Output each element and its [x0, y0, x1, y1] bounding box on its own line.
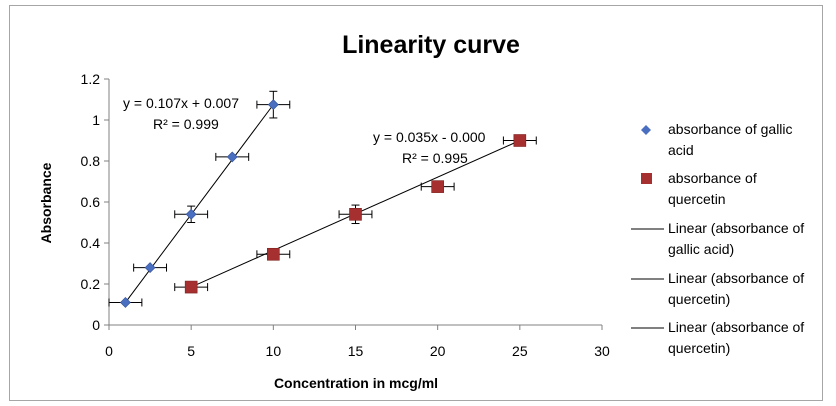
chart-title: Linearity curve: [342, 31, 520, 59]
legend-entry-text: Linear (absorbance of: [668, 220, 804, 236]
tick-labels: 0 0.2 0.4 0.6 0.8 1 1.2 0 5 10 15 20 25 30: [81, 71, 610, 359]
trendline-r2-1: R² = 0.995: [402, 150, 468, 166]
legend-diamond-marker: [641, 125, 651, 135]
gallic-acid-point-2: [185, 208, 197, 220]
trendline-annotations: y = 0.107x + 0.007 R² = 0.999 y = 0.035x -…: [123, 95, 486, 166]
y-axis-label: Absorbance: [38, 162, 54, 243]
legend-entry-text: gallic acid): [668, 241, 734, 257]
chart-frame: [9, 5, 823, 401]
gallic-acid-point-1: [144, 262, 156, 274]
y-tick-label: 0.6: [81, 194, 101, 210]
legend-entry-text: quercetin: [668, 191, 726, 207]
legend-entry-text: Linear (absorbance of: [668, 319, 804, 335]
x-tick-label: 30: [594, 343, 610, 359]
trendline-equation-0: y = 0.107x + 0.007: [123, 95, 239, 111]
y-tick-label: 1: [92, 112, 100, 128]
trendline-r2-0: R² = 0.999: [153, 116, 219, 132]
x-tick-label: 15: [348, 343, 364, 359]
quercetin-point-1: [267, 247, 280, 261]
x-axis-label: Concentration in mcg/ml: [274, 375, 438, 391]
y-tick-label: 0.2: [81, 276, 101, 292]
data-points: [120, 99, 527, 308]
y-tick-label: 0: [92, 317, 100, 333]
legend-entry-text: Linear (absorbance of: [668, 270, 804, 286]
gallic-acid-point-3: [226, 151, 238, 163]
trendline-0: [125, 104, 274, 303]
x-tick-label: 20: [430, 343, 446, 359]
legend-square-marker: [641, 173, 652, 184]
quercetin-point-3: [431, 180, 444, 193]
quercetin-point-0: [184, 280, 198, 294]
quercetin-point-2: [349, 208, 362, 221]
y-tick-label: 1.2: [81, 71, 101, 87]
gallic-acid-point-4: [267, 99, 279, 111]
plot-axes: [104, 78, 603, 330]
trendline-equation-1: y = 0.035x - 0.000: [373, 129, 486, 145]
quercetin-point-4: [513, 134, 527, 147]
x-tick-label: 10: [266, 343, 282, 359]
legend-entry-text: absorbance of: [668, 170, 757, 186]
x-tick-label: 0: [105, 343, 113, 359]
x-tick-label: 5: [187, 343, 195, 359]
y-tick-label: 0.4: [81, 235, 101, 251]
legend-entry-text: absorbance of gallic: [668, 121, 793, 137]
legend-entry-text: quercetin): [668, 291, 730, 307]
legend-entry-text: acid: [668, 142, 694, 158]
legend: absorbance of gallic acid absorbance of que…: [631, 121, 804, 356]
y-tick-label: 0.8: [81, 153, 101, 169]
legend-entry-text: quercetin): [668, 340, 730, 356]
gallic-acid-point-0: [120, 297, 131, 308]
x-tick-label: 25: [512, 343, 528, 359]
